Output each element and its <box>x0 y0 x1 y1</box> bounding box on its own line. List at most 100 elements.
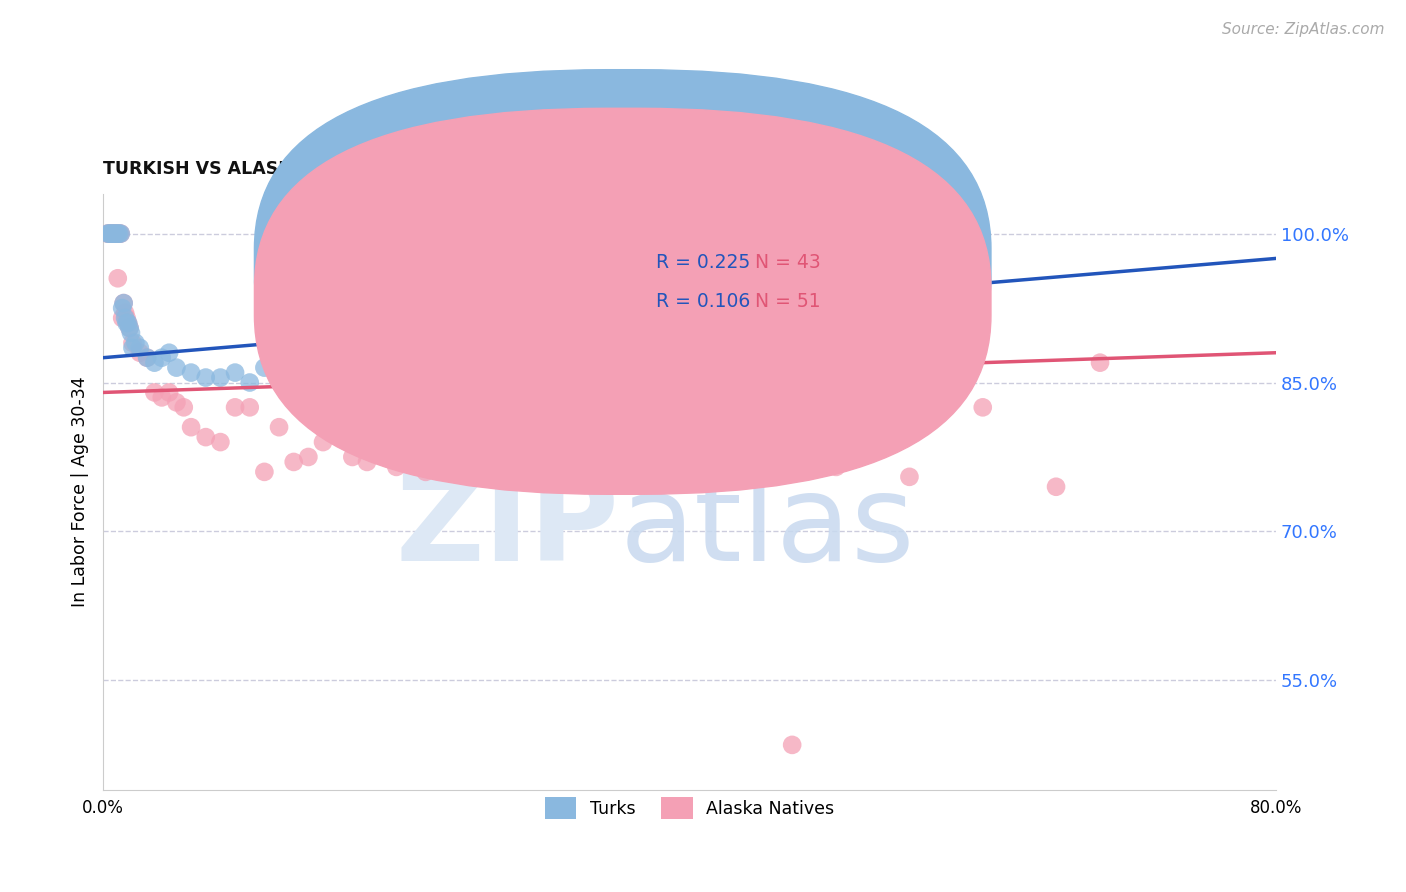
Point <box>605 227 627 241</box>
Point <box>1088 356 1111 370</box>
FancyBboxPatch shape <box>254 70 991 456</box>
Point <box>157 345 180 359</box>
Point <box>128 341 150 355</box>
Text: Source: ZipAtlas.com: Source: ZipAtlas.com <box>1222 22 1385 37</box>
Point <box>136 351 159 365</box>
Point <box>150 391 173 405</box>
Point <box>972 401 994 415</box>
Point <box>224 366 246 380</box>
Point <box>173 401 195 415</box>
Point <box>312 435 335 450</box>
Point <box>112 296 135 310</box>
Point <box>326 376 349 390</box>
Point <box>111 301 134 315</box>
Point <box>100 227 122 241</box>
Text: ZIP: ZIP <box>395 469 619 586</box>
Text: R = 0.225: R = 0.225 <box>655 253 768 272</box>
Point <box>121 341 143 355</box>
Point <box>239 401 262 415</box>
Point <box>115 316 138 330</box>
Point <box>385 459 408 474</box>
Point <box>108 227 131 241</box>
Text: N = 43: N = 43 <box>755 253 821 272</box>
Point <box>100 227 122 241</box>
Point <box>209 435 232 450</box>
Point <box>385 391 408 405</box>
Point <box>114 310 136 325</box>
Point <box>114 306 136 320</box>
Text: TURKISH VS ALASKA NATIVE IN LABOR FORCE | AGE 30-34 CORRELATION CHART: TURKISH VS ALASKA NATIVE IN LABOR FORCE … <box>103 161 886 178</box>
Point <box>267 356 290 370</box>
Point <box>117 316 139 330</box>
Point <box>370 380 392 394</box>
Point <box>111 310 134 325</box>
Point <box>115 310 138 325</box>
Point <box>283 366 305 380</box>
Point <box>143 385 166 400</box>
Point <box>253 465 276 479</box>
Point <box>107 227 129 241</box>
Point <box>415 380 437 394</box>
Point <box>605 405 627 419</box>
Point <box>342 450 364 464</box>
Point <box>267 420 290 434</box>
Point <box>283 455 305 469</box>
Point <box>96 227 118 241</box>
Point <box>105 227 128 241</box>
Point <box>101 227 124 241</box>
Point <box>180 366 202 380</box>
Point <box>458 430 481 444</box>
Point <box>326 420 349 434</box>
Point <box>224 401 246 415</box>
Point <box>110 227 132 241</box>
Point <box>98 227 121 241</box>
Point <box>356 455 378 469</box>
Point <box>101 227 124 241</box>
Point <box>108 227 131 241</box>
Point <box>194 370 217 384</box>
Point <box>780 738 803 752</box>
Point <box>104 227 127 241</box>
Text: N = 51: N = 51 <box>755 292 821 310</box>
Point <box>150 351 173 365</box>
Point <box>157 385 180 400</box>
Point <box>297 370 319 384</box>
Point <box>194 430 217 444</box>
Point <box>825 459 848 474</box>
Point <box>128 345 150 359</box>
Point <box>253 360 276 375</box>
Text: R = 0.106: R = 0.106 <box>655 292 768 310</box>
Point <box>136 351 159 365</box>
Point <box>120 326 142 340</box>
Point <box>209 370 232 384</box>
Point <box>531 435 554 450</box>
Point <box>707 450 730 464</box>
Point <box>103 227 125 241</box>
Point <box>121 335 143 350</box>
Point <box>105 227 128 241</box>
Point <box>98 227 121 241</box>
Point <box>180 420 202 434</box>
Point <box>502 420 524 434</box>
Point <box>112 296 135 310</box>
Point <box>118 321 141 335</box>
Point <box>165 360 187 375</box>
Point <box>96 227 118 241</box>
Point <box>117 316 139 330</box>
Point <box>356 385 378 400</box>
Point <box>297 450 319 464</box>
Point <box>107 271 129 285</box>
Point <box>104 227 127 241</box>
FancyBboxPatch shape <box>591 238 901 319</box>
Point <box>124 335 146 350</box>
Point <box>678 440 700 454</box>
Point <box>1045 480 1067 494</box>
Y-axis label: In Labor Force | Age 30-34: In Labor Force | Age 30-34 <box>72 376 89 607</box>
Point <box>239 376 262 390</box>
Point <box>103 227 125 241</box>
Legend: Turks, Alaska Natives: Turks, Alaska Natives <box>537 790 842 826</box>
Point <box>342 380 364 394</box>
FancyBboxPatch shape <box>254 108 991 494</box>
Point <box>415 465 437 479</box>
Point <box>143 356 166 370</box>
